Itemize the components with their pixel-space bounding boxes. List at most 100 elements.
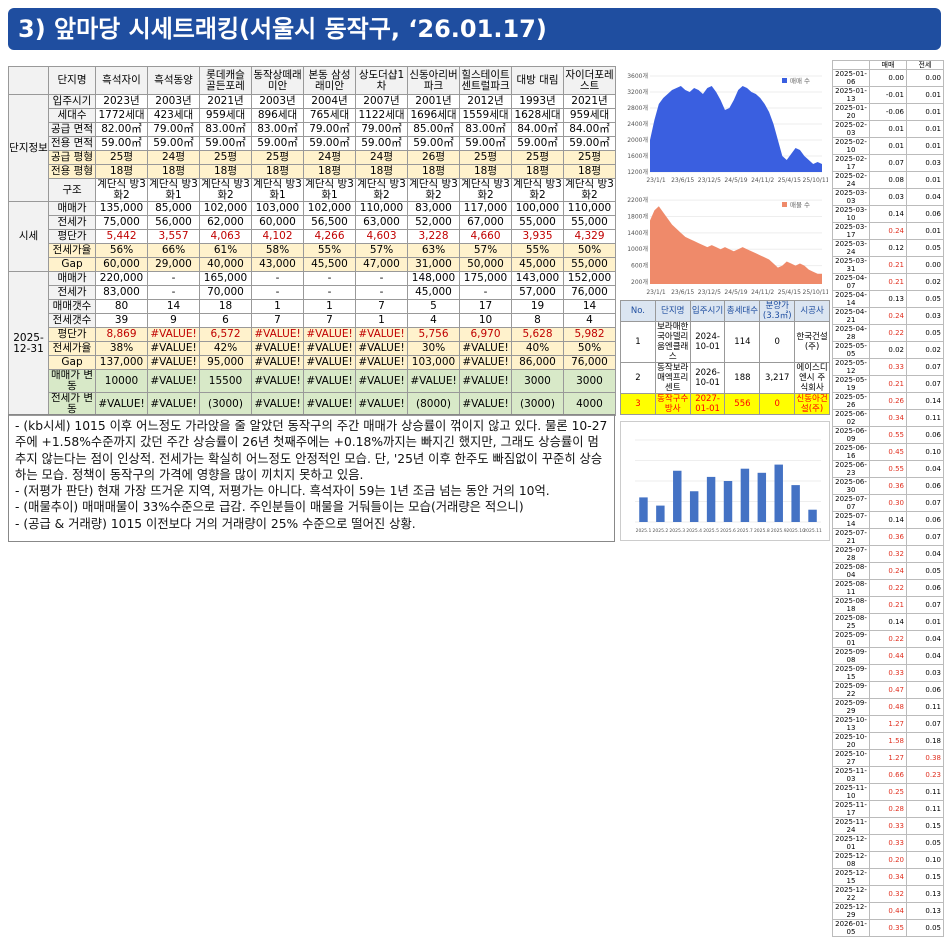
cell: 3,557 — [147, 229, 200, 244]
column-name: 본동 삼성래미안 — [303, 66, 356, 95]
cell: 79.00㎡ — [303, 122, 356, 137]
row: 2025-05-19 0.21 0.07 — [832, 375, 944, 393]
y-tick-label: 3200개 — [627, 88, 648, 96]
cell: 0.47 — [869, 681, 907, 699]
cell: 4,603 — [355, 229, 408, 244]
legend: 매물 수 — [790, 201, 810, 209]
cell: #VALUE! — [303, 355, 356, 370]
date: 2025-11-17 — [832, 800, 870, 818]
row: 2025-02-03 0.01 0.01 — [832, 120, 944, 138]
cell: 0.02 — [906, 273, 944, 291]
cell: -0.01 — [869, 86, 907, 104]
cell: 40,000 — [199, 257, 252, 272]
cell: 57,000 — [511, 285, 564, 300]
cell: 67,000 — [459, 215, 512, 230]
cell: 85,000 — [147, 201, 200, 216]
cell: 2 — [620, 362, 656, 394]
row: 2025-08-25 0.14 0.01 — [832, 613, 944, 631]
row: 2026-01-05 0.35 0.05 — [832, 919, 944, 937]
row: 2025-03-03 0.03 0.04 — [832, 188, 944, 206]
cell: 1 — [251, 299, 304, 314]
cell: 0.14 — [869, 511, 907, 529]
header-cell: 총세대수 — [724, 300, 761, 322]
date: 2025-01-13 — [832, 86, 870, 104]
row: 2025-09-22 0.47 0.06 — [832, 681, 944, 699]
cell: 10000 — [95, 369, 148, 393]
cell: 0.13 — [906, 885, 944, 903]
date: 2025-05-12 — [832, 358, 870, 376]
row: Gap 60,000 29,000 40,000 43,000 45,500 47,000 3… — [9, 257, 616, 272]
cell: 3000 — [563, 369, 616, 393]
cell: #VALUE! — [251, 392, 304, 416]
date: 2025-11-10 — [832, 783, 870, 801]
cell: 계단식 방3화2 — [511, 178, 564, 202]
row: 2025-11-03 0.66 0.23 — [832, 766, 944, 784]
row: 2025-05-26 0.26 0.14 — [832, 392, 944, 410]
cell: 59.00㎡ — [251, 136, 304, 151]
cell: 56,500 — [303, 215, 356, 230]
date: 2025-08-18 — [832, 596, 870, 614]
cell: #VALUE! — [303, 341, 356, 356]
x-tick-label: 2025.10 — [786, 528, 805, 534]
cell: 2024-10-01 — [689, 321, 726, 363]
cell: 62,000 — [199, 215, 252, 230]
cell: 43,000 — [251, 257, 304, 272]
x-tick-label: 24/11/2 — [751, 177, 774, 184]
x-tick-label: 23/6/15 — [671, 289, 694, 296]
cell: 25평 — [511, 150, 564, 165]
cell: 4,063 — [199, 229, 252, 244]
row-label: 매매가 — [48, 271, 96, 286]
row: 2025-02-10 0.01 0.01 — [832, 137, 944, 155]
cell: #VALUE! — [355, 392, 408, 416]
row: 2025-11-10 0.25 0.11 — [832, 783, 944, 801]
column-name: 흑석동양 — [147, 66, 200, 95]
cell: 4 — [563, 313, 616, 328]
cell: 15500 — [199, 369, 252, 393]
y-tick-label: 3600개 — [627, 72, 648, 80]
row: 2025-01-13 -0.01 0.01 — [832, 86, 944, 104]
y-tick-label: 1000개 — [627, 245, 648, 253]
date: 2026-01-05 — [832, 919, 870, 937]
row: 2025-10-27 1.27 0.38 — [832, 749, 944, 767]
cell: 1696세대 — [407, 108, 460, 123]
cell: 5,982 — [563, 327, 616, 342]
row: 2025-12-01 0.33 0.05 — [832, 834, 944, 852]
cell: 0.15 — [906, 868, 944, 886]
cell: 0.05 — [906, 834, 944, 852]
row-label: 입주시기 — [48, 94, 96, 109]
cell: 1.58 — [869, 732, 907, 750]
cell: 83,000 — [95, 285, 148, 300]
row-label: 평단가 — [48, 229, 96, 244]
row: 2025-06-16 0.45 0.10 — [832, 443, 944, 461]
cell: 2027-01-01 — [689, 393, 726, 415]
cell: 75,000 — [95, 215, 148, 230]
cell: 0.07 — [906, 375, 944, 393]
date: 2025-06-30 — [832, 477, 870, 495]
header-cell: 전세 — [906, 60, 944, 70]
cell: 24평 — [147, 150, 200, 165]
cell: 8,869 — [95, 327, 148, 342]
cell: 0.01 — [869, 137, 907, 155]
cell: 83.00㎡ — [199, 122, 252, 137]
cell: 0.04 — [906, 545, 944, 563]
y-tick-label: 2000개 — [627, 136, 648, 144]
row: 2025-04-07 0.21 0.02 — [832, 273, 944, 291]
cell: 한국건설(주) — [794, 321, 830, 363]
cell: 8 — [511, 313, 564, 328]
cell: 1122세대 — [355, 108, 408, 123]
cell: 959세대 — [563, 108, 616, 123]
date: 2025-12-22 — [832, 885, 870, 903]
cell: 0.05 — [906, 562, 944, 580]
cell: 0.03 — [906, 307, 944, 325]
bar — [723, 481, 733, 522]
cell: 0.07 — [906, 494, 944, 512]
price-table: 단지명 흑석자이 흑석동양 롯데캐슬 골든포레 동작상떼래미안 본동 삼성래미안 상도더샵1… — [8, 66, 616, 416]
cell: #VALUE! — [303, 392, 356, 416]
cell: #VALUE! — [147, 355, 200, 370]
header-row: 매매 전세 — [832, 60, 944, 70]
section-label: 단지정보 — [8, 94, 49, 202]
cell: 0.32 — [869, 885, 907, 903]
header-row: 단지명 흑석자이 흑석동양 롯데캐슬 골든포레 동작상떼래미안 본동 삼성래미안 상도더샵1… — [8, 66, 616, 95]
row: 구조 계단식 방3화2 계단식 방3화1 계단식 방3화2 계단식 방3화1 계단식 방3… — [9, 178, 616, 202]
legend: 매매 수 — [790, 77, 810, 85]
